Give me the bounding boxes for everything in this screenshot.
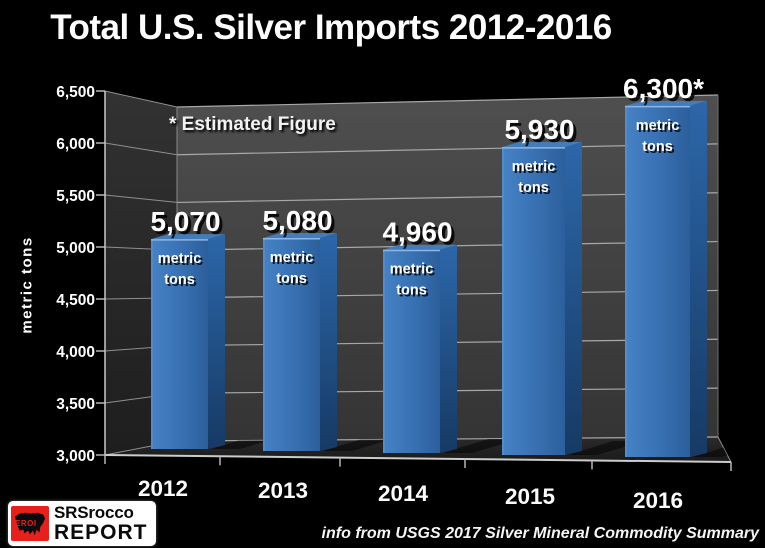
- chart-title: Total U.S. Silver Imports 2012-2016: [50, 8, 612, 47]
- y-axis-tick-label: 6,000: [56, 136, 95, 153]
- bar-value-label-2014: 4,960: [382, 217, 452, 248]
- bar-value-label-2012: 5,070: [150, 206, 220, 237]
- y-axis-title: metric tons: [18, 236, 36, 334]
- y-axis-tick-label-shadow: 4,000: [58, 346, 97, 363]
- bar-unit-line1-2013: metric: [270, 250, 314, 266]
- bar-2015: [502, 147, 565, 455]
- bar-side-face: [320, 233, 337, 451]
- eroi-label: EROI: [15, 519, 37, 528]
- bar-value-label-2013-shadow: 5,080: [265, 208, 335, 239]
- y-axis-tick-label: 5,000: [56, 240, 95, 257]
- logo-name-top: SRSrocco: [54, 503, 134, 522]
- bar-unit-line2-2016: tons: [642, 139, 673, 155]
- bar-unit-line1-2012: metric: [158, 251, 202, 267]
- bar-2013: [263, 238, 320, 451]
- gridline: [176, 94, 719, 108]
- x-axis-label-2014-shadow: 2014: [380, 484, 431, 509]
- bar-unit-line1-2015: metric: [512, 159, 556, 175]
- x-axis-label-2015-shadow: 2015: [507, 487, 557, 512]
- bar-side-face: [208, 234, 225, 449]
- bar-value-label-2016: 6,300*: [623, 73, 704, 104]
- left-wall-gridline: [104, 194, 178, 203]
- logo-text: SRSrocco REPORT: [54, 504, 148, 543]
- bar-unit-line2-2013-shadow: tons: [278, 273, 309, 289]
- srsrocco-logo: EROI SRSrocco REPORT: [8, 501, 156, 546]
- bar-shadow-2016: [693, 443, 731, 457]
- y-axis-tick-label: 6,500: [56, 84, 95, 101]
- eroi-badge: EROI: [11, 506, 49, 541]
- x-axis-label-2016-shadow: 2016: [635, 491, 685, 516]
- source-attribution: info from USGS 2017 Silver Mineral Commo…: [321, 525, 759, 542]
- y-axis-tick-label-shadow: 4,500: [58, 294, 97, 311]
- bar-unit-line2-2015: tons: [518, 180, 549, 196]
- x-axis-label-2012-shadow: 2012: [140, 479, 190, 504]
- x-axis-label-2012: 2012: [138, 476, 188, 501]
- bar-top-face: [383, 244, 457, 250]
- estimated-figure-note: * Estimated Figure: [169, 114, 336, 135]
- usa-map-icon: [14, 512, 46, 536]
- y-axis-tick-label-shadow: 3,000: [58, 450, 97, 467]
- bar-2014: [383, 249, 440, 453]
- category-axis-line: [104, 454, 732, 463]
- bar-shadow-2013: [323, 437, 400, 451]
- bar-side-face: [565, 142, 582, 455]
- bar-value-label-2014-shadow: 4,960: [385, 220, 455, 251]
- left-wall-gridline: [104, 90, 178, 108]
- bar-side-face: [690, 100, 707, 457]
- x-axis-label-2016: 2016: [633, 488, 683, 513]
- bar-unit-line1-2015-shadow: metric: [514, 161, 558, 177]
- y-axis-tick-label-shadow: 3,500: [58, 398, 97, 415]
- bar-unit-line2-2012: tons: [164, 272, 195, 288]
- bar-top-face: [625, 100, 707, 106]
- bar-unit-line1-2013-shadow: metric: [272, 252, 316, 268]
- y-axis-tick-label-shadow: 5,000: [58, 242, 97, 259]
- y-axis-tick-label: 3,000: [56, 448, 95, 465]
- bar-side-face: [440, 244, 457, 453]
- bar-2012: [151, 239, 208, 449]
- bar-value-label-2015: 5,930: [504, 114, 574, 145]
- bar-unit-line1-2016-shadow: metric: [638, 120, 682, 136]
- bar-unit-line2-2014: tons: [396, 283, 427, 299]
- x-axis-label-2013: 2013: [258, 478, 308, 503]
- bar-unit-line1-2014-shadow: metric: [392, 264, 436, 280]
- bar-top-face: [502, 142, 582, 148]
- bar-unit-line2-2016-shadow: tons: [644, 141, 675, 157]
- bar-unit-line2-2014-shadow: tons: [398, 285, 429, 301]
- x-axis-label-2013-shadow: 2013: [260, 481, 310, 506]
- bar-value-label-2013: 5,080: [262, 205, 332, 236]
- bar-2016: [625, 105, 690, 457]
- bar-top-face: [151, 234, 225, 240]
- x-axis-label-2014: 2014: [378, 481, 429, 506]
- bar-unit-line2-2012-shadow: tons: [166, 274, 197, 290]
- y-axis-tick-label: 4,500: [56, 292, 95, 309]
- x-axis-label-2015: 2015: [505, 484, 555, 509]
- y-axis-tick-label: 4,000: [56, 344, 95, 361]
- y-axis-tick-label-shadow: 6,000: [58, 138, 97, 155]
- bar-value-label-2012-shadow: 5,070: [153, 209, 223, 240]
- logo-name-bottom: REPORT: [54, 521, 148, 544]
- bar-unit-line1-2012-shadow: metric: [160, 253, 204, 269]
- bar-unit-line2-2015-shadow: tons: [520, 182, 551, 198]
- y-axis-tick-label-shadow: 6,500: [58, 86, 97, 103]
- bar-unit-line1-2016: metric: [636, 118, 680, 134]
- bar-value-label-2016-shadow: 6,300*: [626, 76, 707, 107]
- y-axis-tick-label: 5,500: [56, 188, 95, 205]
- bar-shadow-2014: [443, 439, 520, 453]
- left-wall-gridline: [104, 142, 178, 156]
- bar-unit-line2-2013: tons: [276, 271, 307, 287]
- bar-value-label-2015-shadow: 5,930: [507, 117, 577, 148]
- bar-top-face: [263, 233, 337, 239]
- y-axis-tick-label: 3,500: [56, 396, 95, 413]
- bar-unit-line1-2014: metric: [390, 262, 434, 278]
- y-axis-tick-label-shadow: 5,500: [58, 190, 97, 207]
